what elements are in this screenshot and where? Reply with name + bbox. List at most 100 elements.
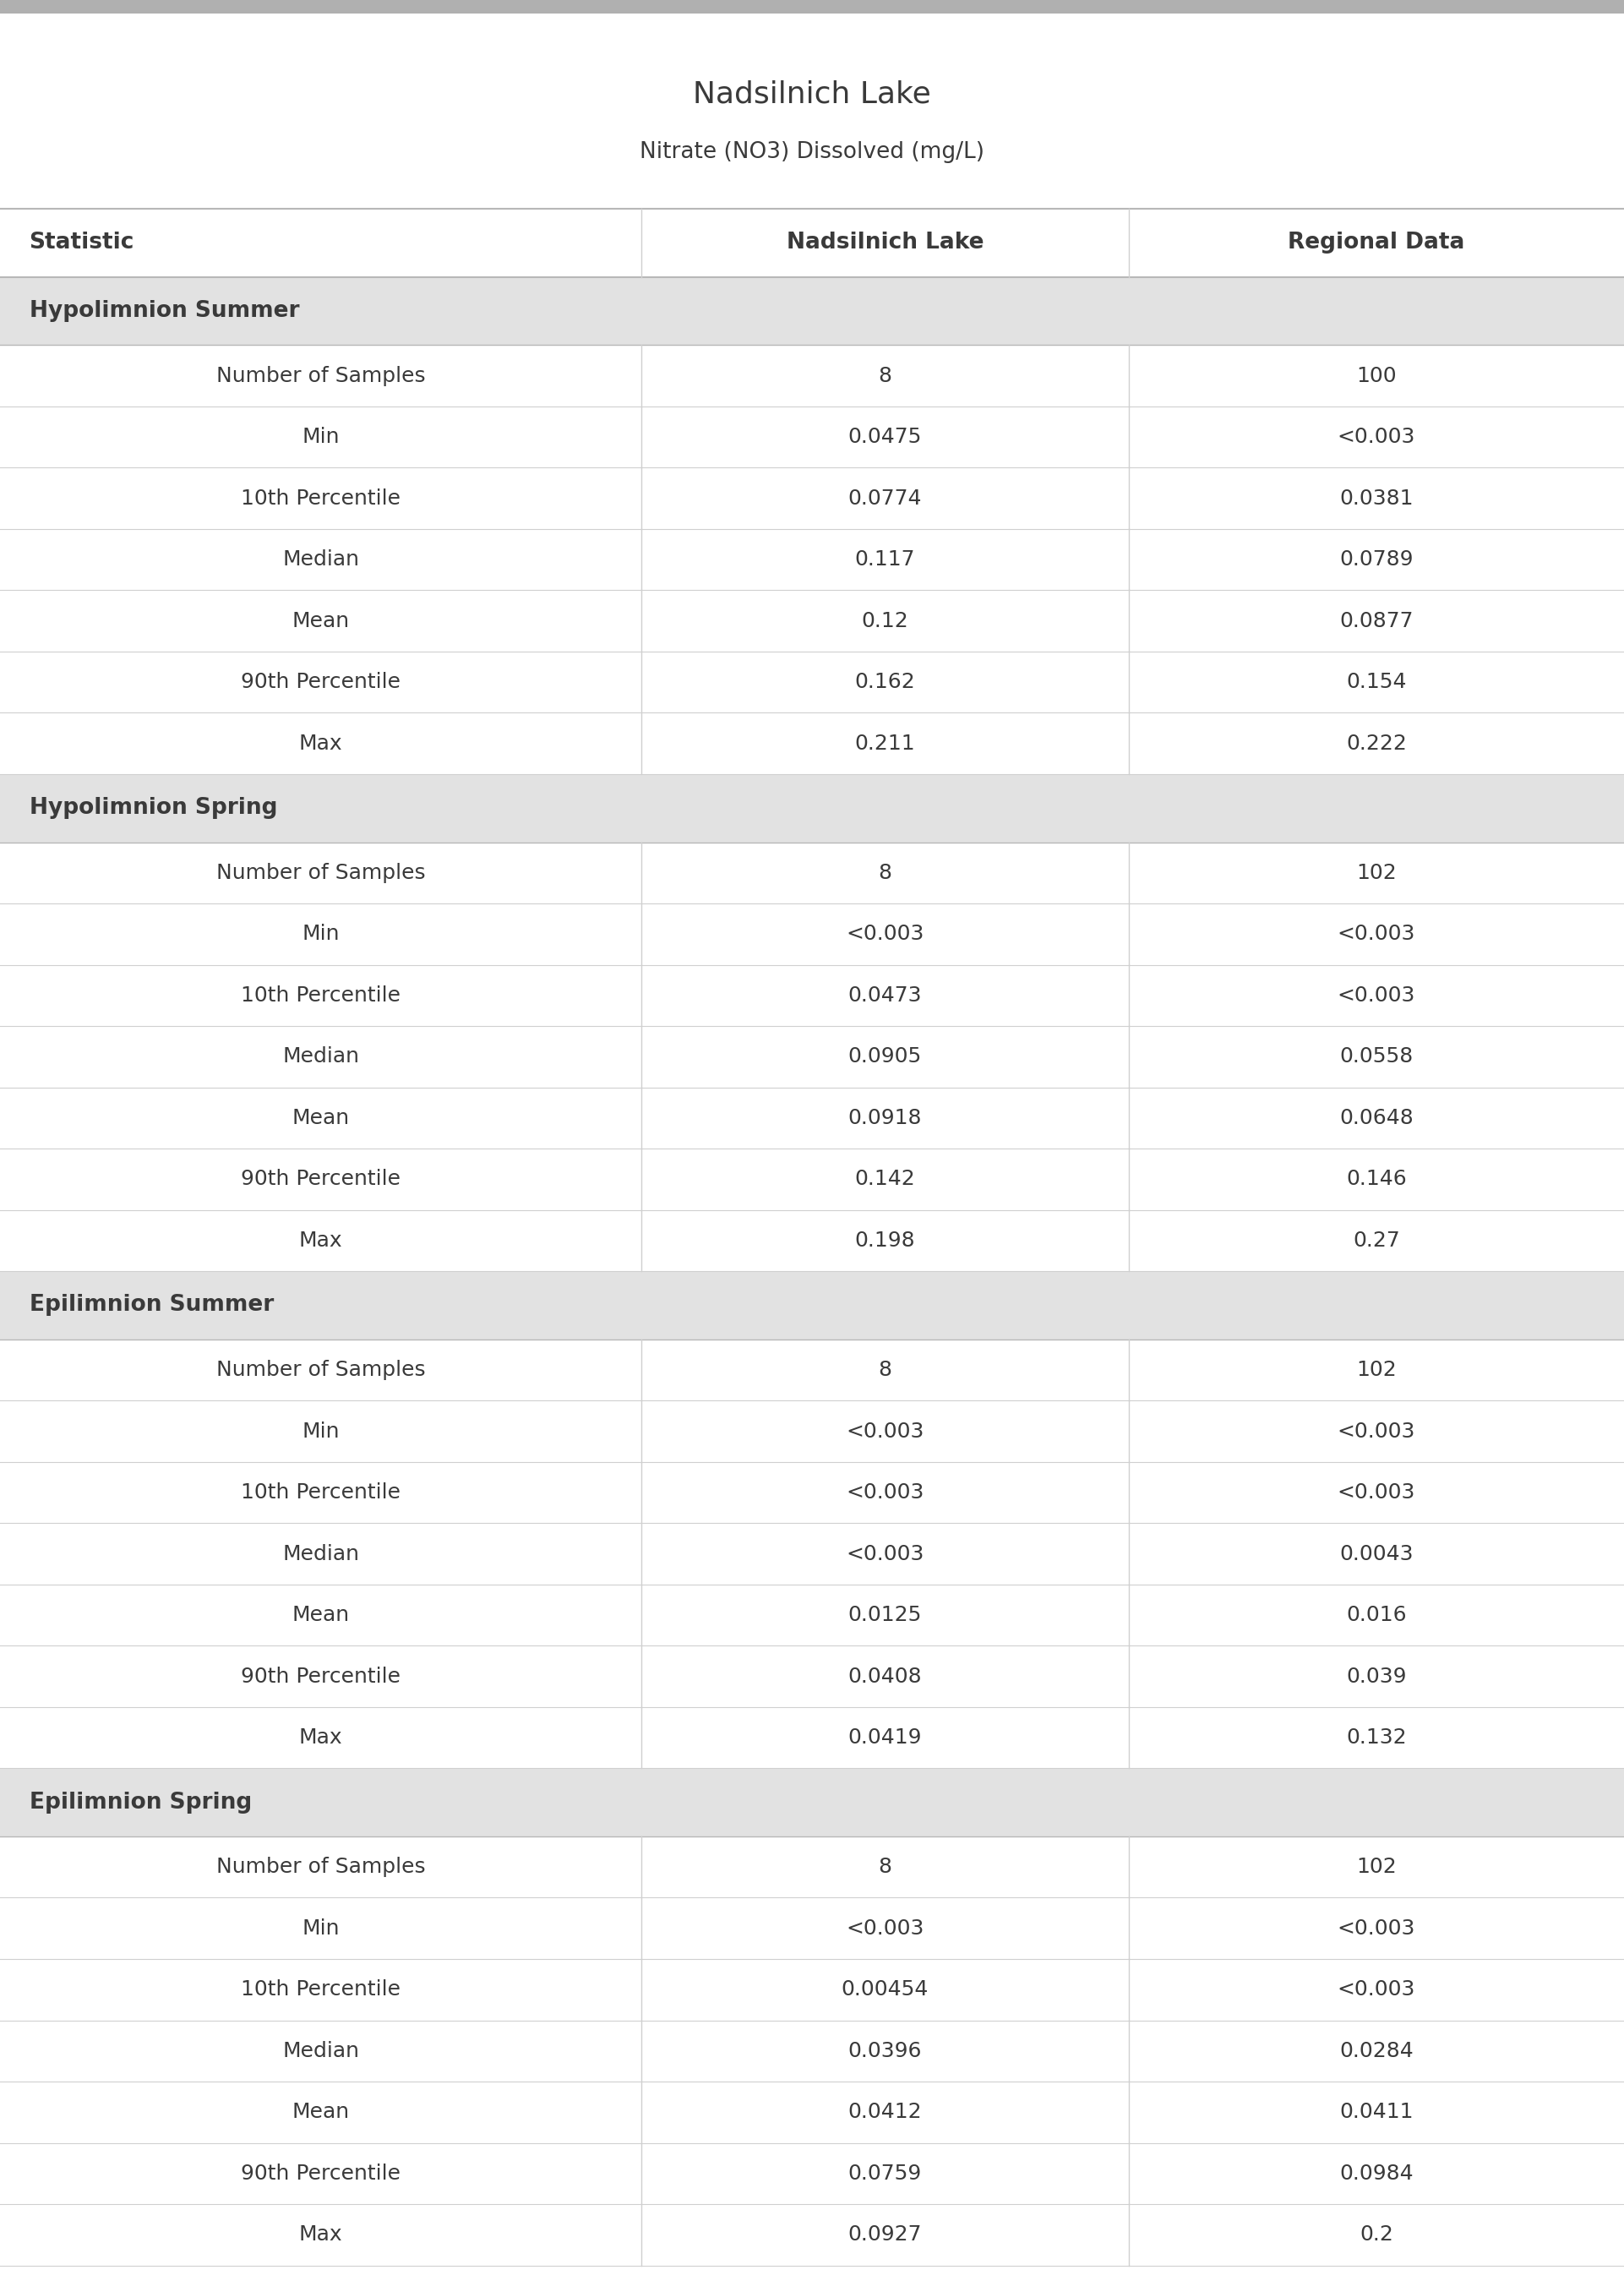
Text: 0.0419: 0.0419 xyxy=(848,1727,922,1748)
Bar xyxy=(0,406,1624,468)
Text: Max: Max xyxy=(299,2225,343,2245)
Text: 0.0125: 0.0125 xyxy=(848,1605,922,1625)
Text: 8: 8 xyxy=(879,863,892,883)
Text: <0.003: <0.003 xyxy=(1337,1918,1416,1939)
Bar xyxy=(0,1836,1624,1898)
Text: <0.003: <0.003 xyxy=(1337,427,1416,447)
Bar xyxy=(0,1026,1624,1087)
Bar xyxy=(0,2082,1624,2143)
Text: Min: Min xyxy=(302,427,339,447)
Bar xyxy=(0,1149,1624,1210)
Text: 8: 8 xyxy=(879,1360,892,1380)
Text: 90th Percentile: 90th Percentile xyxy=(240,1666,401,1687)
Text: Min: Min xyxy=(302,1918,339,1939)
Text: Max: Max xyxy=(299,733,343,754)
Text: Min: Min xyxy=(302,924,339,944)
Text: <0.003: <0.003 xyxy=(846,1544,924,1564)
Text: 0.0984: 0.0984 xyxy=(1340,2163,1413,2184)
Text: Number of Samples: Number of Samples xyxy=(216,365,425,386)
Bar xyxy=(0,2143,1624,2204)
Text: 0.146: 0.146 xyxy=(1346,1169,1406,1189)
Bar xyxy=(0,651,1624,713)
Text: 0.0473: 0.0473 xyxy=(848,985,922,1006)
Bar xyxy=(0,1584,1624,1646)
Bar xyxy=(0,590,1624,651)
Text: 102: 102 xyxy=(1356,1857,1397,1877)
Text: 0.0475: 0.0475 xyxy=(848,427,922,447)
Text: 0.0381: 0.0381 xyxy=(1340,488,1413,508)
Bar xyxy=(0,1462,1624,1523)
Bar xyxy=(0,2204,1624,2265)
Bar xyxy=(0,2020,1624,2082)
Text: <0.003: <0.003 xyxy=(1337,985,1416,1006)
Text: 100: 100 xyxy=(1356,365,1397,386)
Text: Nadsilnich Lake: Nadsilnich Lake xyxy=(693,79,931,109)
Text: 0.0774: 0.0774 xyxy=(848,488,922,508)
Text: 0.0284: 0.0284 xyxy=(1340,2041,1413,2061)
Text: 0.0927: 0.0927 xyxy=(848,2225,922,2245)
Text: Median: Median xyxy=(283,2041,359,2061)
Text: 0.0759: 0.0759 xyxy=(848,2163,922,2184)
Text: 0.016: 0.016 xyxy=(1346,1605,1406,1625)
Bar xyxy=(0,1087,1624,1149)
Text: 0.117: 0.117 xyxy=(854,549,916,570)
Text: 0.2: 0.2 xyxy=(1359,2225,1393,2245)
Text: 0.0558: 0.0558 xyxy=(1340,1046,1413,1067)
Bar xyxy=(0,1523,1624,1584)
Text: 10th Percentile: 10th Percentile xyxy=(240,1482,401,1503)
Text: Number of Samples: Number of Samples xyxy=(216,863,425,883)
Text: 0.132: 0.132 xyxy=(1346,1727,1406,1748)
Text: Median: Median xyxy=(283,1544,359,1564)
Text: Max: Max xyxy=(299,1230,343,1251)
Text: 0.211: 0.211 xyxy=(854,733,916,754)
Text: 0.222: 0.222 xyxy=(1346,733,1406,754)
Text: Mean: Mean xyxy=(292,2102,349,2122)
Text: 0.12: 0.12 xyxy=(861,611,909,631)
Text: 90th Percentile: 90th Percentile xyxy=(240,672,401,692)
Text: Statistic: Statistic xyxy=(29,232,135,254)
Text: 0.0411: 0.0411 xyxy=(1340,2102,1413,2122)
Text: Mean: Mean xyxy=(292,1605,349,1625)
Text: 0.039: 0.039 xyxy=(1346,1666,1406,1687)
Text: 10th Percentile: 10th Percentile xyxy=(240,488,401,508)
Text: Nadsilnich Lake: Nadsilnich Lake xyxy=(786,232,984,254)
Text: <0.003: <0.003 xyxy=(846,1918,924,1939)
Text: Mean: Mean xyxy=(292,611,349,631)
Text: 0.27: 0.27 xyxy=(1353,1230,1400,1251)
Text: 0.0905: 0.0905 xyxy=(848,1046,922,1067)
Text: 102: 102 xyxy=(1356,863,1397,883)
Text: 0.0877: 0.0877 xyxy=(1340,611,1413,631)
Text: 90th Percentile: 90th Percentile xyxy=(240,1169,401,1189)
Text: 0.0412: 0.0412 xyxy=(848,2102,922,2122)
Text: Hypolimnion Spring: Hypolimnion Spring xyxy=(29,797,278,819)
Bar xyxy=(0,774,1624,842)
Bar xyxy=(0,965,1624,1026)
Bar xyxy=(0,1339,1624,1401)
Bar xyxy=(0,0,1624,14)
Bar xyxy=(0,1959,1624,2020)
Text: Mean: Mean xyxy=(292,1108,349,1128)
Text: Median: Median xyxy=(283,1046,359,1067)
Bar xyxy=(0,713,1624,774)
Text: <0.003: <0.003 xyxy=(1337,924,1416,944)
Bar xyxy=(0,1210,1624,1271)
Text: 10th Percentile: 10th Percentile xyxy=(240,1979,401,2000)
Bar xyxy=(0,1898,1624,1959)
Text: 0.142: 0.142 xyxy=(854,1169,916,1189)
Bar xyxy=(0,1271,1624,1339)
Text: 0.0789: 0.0789 xyxy=(1340,549,1413,570)
Text: 90th Percentile: 90th Percentile xyxy=(240,2163,401,2184)
Text: 0.0408: 0.0408 xyxy=(848,1666,922,1687)
Text: Regional Data: Regional Data xyxy=(1288,232,1465,254)
Text: 0.0918: 0.0918 xyxy=(848,1108,922,1128)
Text: Max: Max xyxy=(299,1727,343,1748)
Bar xyxy=(0,529,1624,590)
Text: 102: 102 xyxy=(1356,1360,1397,1380)
Text: 8: 8 xyxy=(879,1857,892,1877)
Bar xyxy=(0,1768,1624,1836)
Bar xyxy=(0,209,1624,277)
Text: Min: Min xyxy=(302,1421,339,1441)
Text: 0.0648: 0.0648 xyxy=(1340,1108,1413,1128)
Text: Epilimnion Summer: Epilimnion Summer xyxy=(29,1294,273,1317)
Text: <0.003: <0.003 xyxy=(1337,1421,1416,1441)
